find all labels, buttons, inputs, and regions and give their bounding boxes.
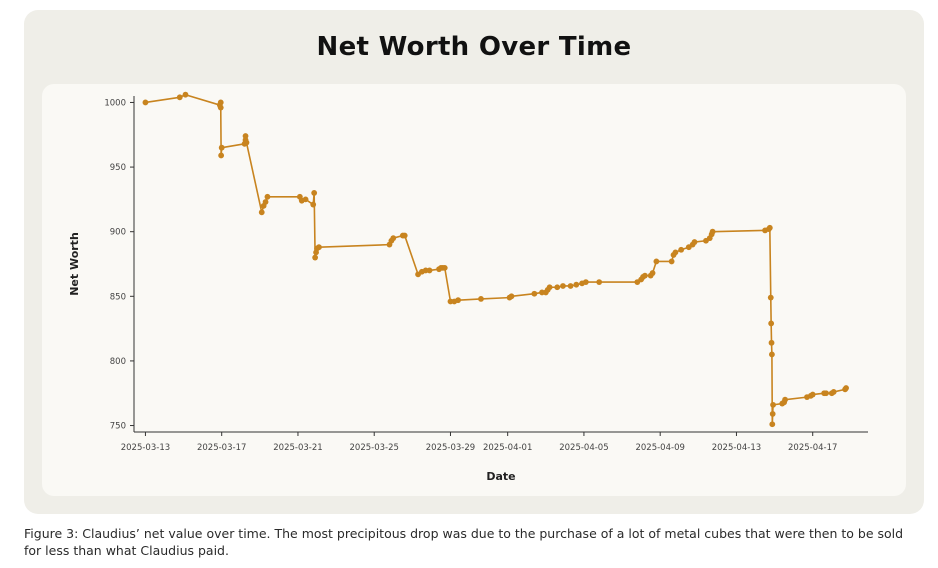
data-point — [243, 139, 250, 146]
data-point — [823, 390, 829, 397]
y-tick-label: 900 — [110, 228, 126, 238]
x-tick-label: 2025-03-13 — [121, 443, 170, 453]
x-tick-label: 2025-04-13 — [712, 443, 761, 453]
y-tick-label: 1000 — [104, 98, 126, 108]
data-point — [217, 99, 224, 106]
data-point — [567, 283, 574, 289]
net-worth-series — [142, 91, 849, 428]
y-tick-label: 950 — [110, 163, 126, 173]
x-tick-label: 2025-04-01 — [483, 443, 532, 453]
data-point — [531, 290, 538, 297]
data-point — [401, 232, 408, 239]
data-point — [649, 270, 656, 276]
data-point — [176, 94, 183, 101]
data-point — [596, 279, 603, 285]
data-point — [302, 196, 309, 203]
x-tick-label: 2025-03-17 — [197, 443, 246, 453]
y-tick-label: 750 — [110, 422, 126, 432]
data-point — [768, 320, 775, 327]
x-tick-label: 2025-03-21 — [273, 443, 322, 453]
x-axis-label: Date — [486, 470, 515, 483]
data-point — [769, 421, 776, 428]
x-tick-label: 2025-03-25 — [350, 443, 399, 453]
data-point — [573, 281, 580, 288]
x-tick-label: 2025-04-17 — [788, 443, 837, 453]
data-point — [311, 190, 318, 196]
data-point — [582, 279, 589, 285]
data-point — [262, 199, 269, 205]
data-point — [830, 389, 837, 395]
data-point — [441, 264, 448, 271]
data-point — [678, 246, 685, 253]
data-point — [142, 99, 149, 106]
x-tick-label: 2025-03-29 — [426, 443, 475, 453]
data-point — [455, 297, 461, 304]
data-point — [843, 385, 849, 391]
x-tick-label: 2025-04-09 — [635, 443, 684, 453]
data-point — [768, 339, 775, 346]
data-point — [312, 254, 319, 261]
net-worth-line — [145, 93, 847, 426]
data-point — [264, 193, 271, 200]
data-point — [310, 201, 317, 208]
data-point — [709, 228, 716, 235]
data-point — [642, 272, 648, 279]
data-point — [691, 239, 698, 245]
data-point — [258, 209, 265, 216]
data-point — [508, 293, 515, 300]
data-point — [782, 396, 788, 403]
data-point — [653, 258, 660, 265]
data-point — [770, 401, 776, 408]
data-point — [218, 144, 225, 151]
y-tick-label: 800 — [110, 357, 126, 367]
data-point — [560, 283, 566, 289]
data-point — [767, 294, 774, 301]
data-point — [769, 351, 775, 358]
y-axis-label: Net Worth — [68, 232, 81, 296]
data-point — [769, 411, 776, 417]
data-point — [390, 235, 397, 242]
data-point — [546, 284, 553, 291]
data-point — [766, 224, 773, 231]
data-point — [218, 152, 225, 159]
data-point — [554, 284, 561, 291]
data-point — [672, 249, 679, 256]
data-point — [809, 391, 816, 398]
data-point — [668, 258, 675, 265]
data-point — [217, 104, 224, 111]
y-tick-label: 850 — [110, 292, 126, 302]
data-point — [478, 295, 484, 302]
data-point — [426, 267, 433, 274]
data-point — [182, 91, 189, 98]
figure-card: Net Worth Over Time 750 800 850 900 950 1000 2… — [24, 10, 924, 514]
axes-group: 750 800 850 900 950 1000 2025-03-13 2025-03-17 2… — [104, 96, 868, 453]
data-point — [316, 244, 322, 251]
figure-caption: Figure 3: Claudius’ net value over time.… — [24, 526, 904, 558]
chart-title: Net Worth Over Time — [316, 32, 632, 62]
net-worth-chart: 750 800 850 900 950 1000 2025-03-13 2025-03-17 2… — [68, 91, 868, 483]
plot-area-card: 750 800 850 900 950 1000 2025-03-13 2025-03-17 2… — [42, 84, 906, 496]
x-tick-label: 2025-04-05 — [559, 443, 608, 453]
